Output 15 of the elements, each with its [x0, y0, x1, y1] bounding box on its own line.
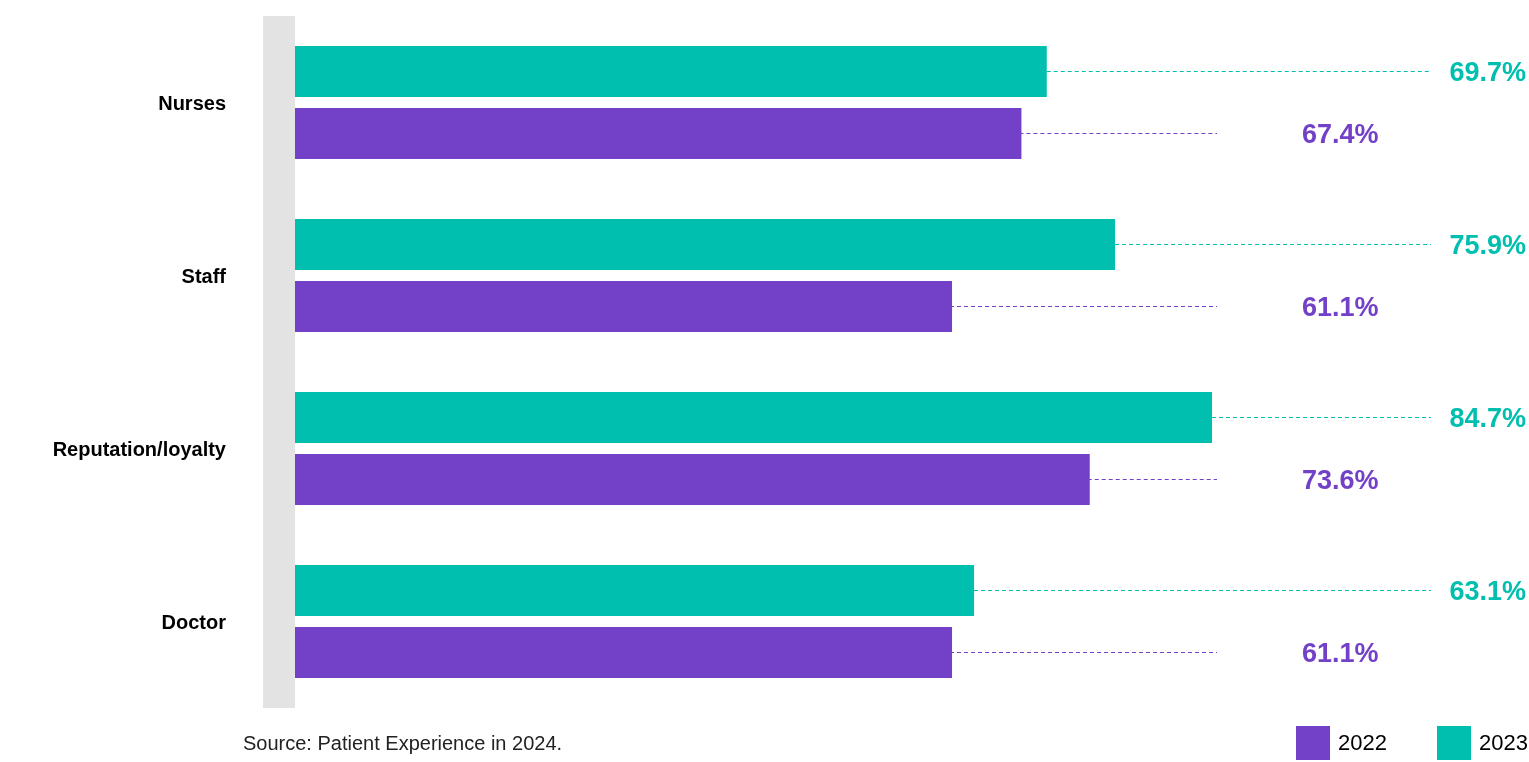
data-label: 75.9% [1449, 229, 1526, 260]
data-label: 63.1% [1449, 575, 1526, 606]
data-label: 73.6% [1302, 464, 1379, 495]
y-tick-label: Reputation/loyalty [52, 437, 227, 460]
data-label: 67.4% [1302, 118, 1379, 149]
source-note: Source: Patient Experience in 2024. [243, 731, 564, 755]
data-label: 61.1% [1302, 291, 1379, 322]
y-tick-label: Staff [181, 264, 227, 287]
data-label: 69.7% [1449, 56, 1526, 87]
data-label: 61.1% [1302, 637, 1379, 668]
data-label: 84.7% [1449, 402, 1526, 433]
y-tick-label: Doctor [161, 610, 227, 633]
y-tick-label: Nurses [158, 91, 226, 114]
legend-label: 2023 [1479, 730, 1528, 756]
legend-label: 2022 [1338, 730, 1388, 756]
